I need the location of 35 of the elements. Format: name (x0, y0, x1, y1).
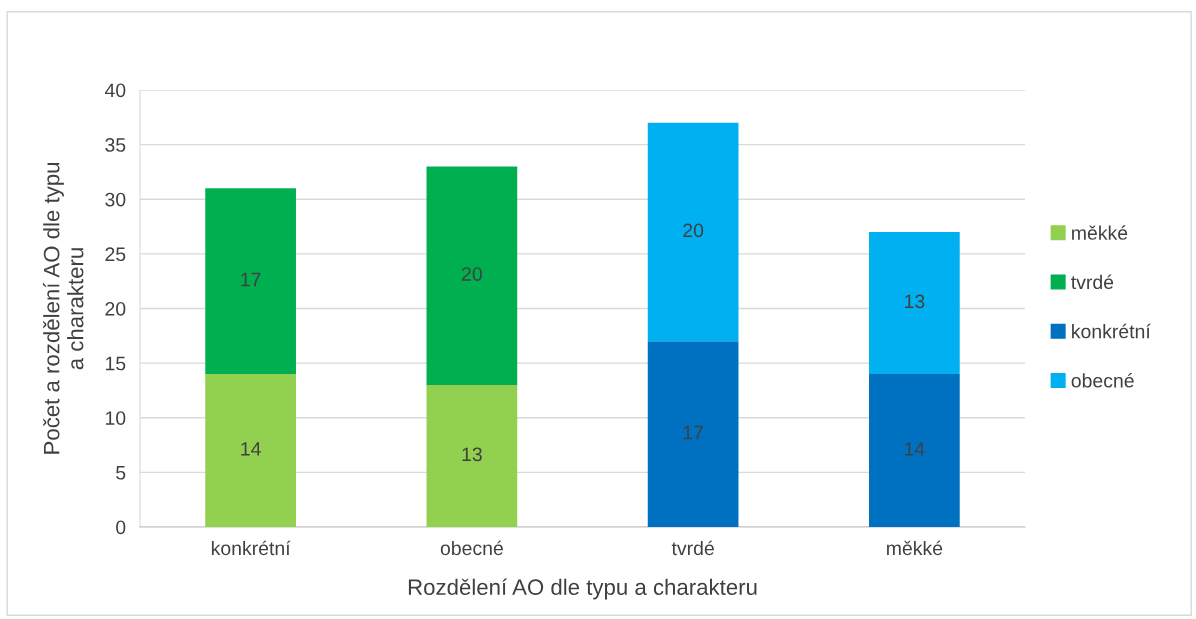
y-tick-label: 30 (105, 192, 126, 207)
y-axis-title: Počet a rozdělení AO dle typu a charakteru (42, 162, 84, 454)
legend-label: konkrétní (1072, 323, 1151, 339)
x-tick-label: obecné (440, 540, 503, 556)
x-axis-title: Rozdělení AO dle typu a charakteru (408, 578, 757, 600)
y-tick-label: 35 (105, 138, 126, 152)
bar (647, 341, 739, 527)
bar (647, 122, 739, 342)
data-label: 14 (905, 442, 925, 456)
y-tick-label: 10 (105, 411, 126, 425)
bar (869, 374, 960, 527)
data-label: 17 (241, 272, 261, 287)
bar (426, 166, 518, 385)
data-label: 13 (462, 447, 482, 462)
y-tick-label: 40 (104, 83, 126, 98)
legend-label: obecné (1071, 373, 1134, 388)
y-tick-label: 15 (105, 356, 126, 371)
bar (869, 232, 960, 375)
y-tick-label: 0 (116, 520, 126, 535)
data-label: 20 (683, 223, 704, 238)
data-label: 14 (241, 442, 261, 456)
y-tick-label: 20 (105, 301, 126, 316)
x-tick-label: měkké (887, 540, 943, 556)
bar (426, 384, 518, 527)
legend-label: tvrdé (1071, 274, 1114, 290)
x-tick-label: konkrétní (211, 540, 291, 556)
data-label: 17 (683, 425, 703, 440)
y-tick-label: 25 (105, 247, 126, 262)
bar (205, 374, 296, 527)
x-tick-label: tvrdé (671, 540, 714, 556)
legend-label: měkké (1072, 225, 1128, 240)
data-label: 20 (462, 267, 482, 281)
bar (205, 188, 296, 375)
y-tick-label: 5 (116, 466, 126, 480)
data-label: 13 (905, 294, 925, 309)
